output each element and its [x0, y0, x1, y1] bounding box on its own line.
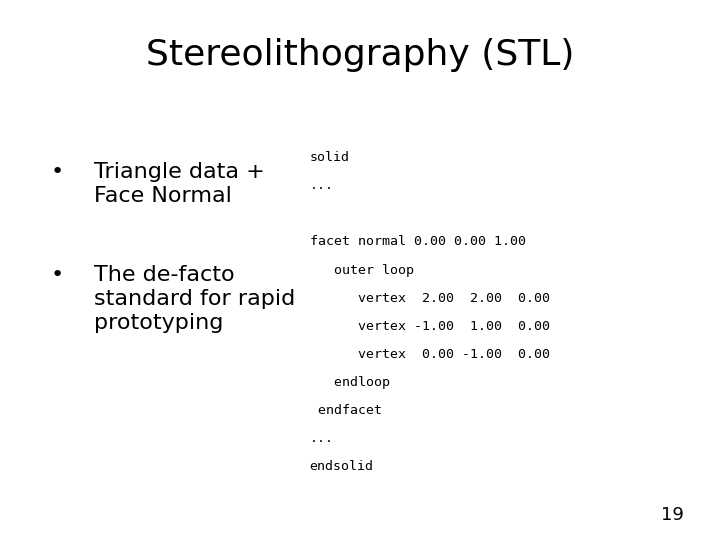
Text: •: •	[50, 162, 63, 182]
Text: •: •	[50, 265, 63, 285]
Text: vertex  2.00  2.00  0.00: vertex 2.00 2.00 0.00	[310, 292, 549, 305]
Text: Triangle data +
Face Normal: Triangle data + Face Normal	[94, 162, 264, 206]
Text: outer loop: outer loop	[310, 264, 413, 276]
Text: endloop: endloop	[310, 376, 390, 389]
Text: 19: 19	[661, 506, 684, 524]
Text: vertex -1.00  1.00  0.00: vertex -1.00 1.00 0.00	[310, 320, 549, 333]
Text: facet normal 0.00 0.00 1.00: facet normal 0.00 0.00 1.00	[310, 235, 526, 248]
Text: vertex  0.00 -1.00  0.00: vertex 0.00 -1.00 0.00	[310, 348, 549, 361]
Text: endfacet: endfacet	[310, 404, 382, 417]
Text: Stereolithography (STL): Stereolithography (STL)	[146, 38, 574, 72]
Text: solid: solid	[310, 151, 350, 164]
Text: ...: ...	[310, 179, 333, 192]
Text: The de-facto
standard for rapid
prototyping: The de-facto standard for rapid prototyp…	[94, 265, 295, 333]
Text: ...: ...	[310, 432, 333, 445]
Text: endsolid: endsolid	[310, 460, 374, 473]
